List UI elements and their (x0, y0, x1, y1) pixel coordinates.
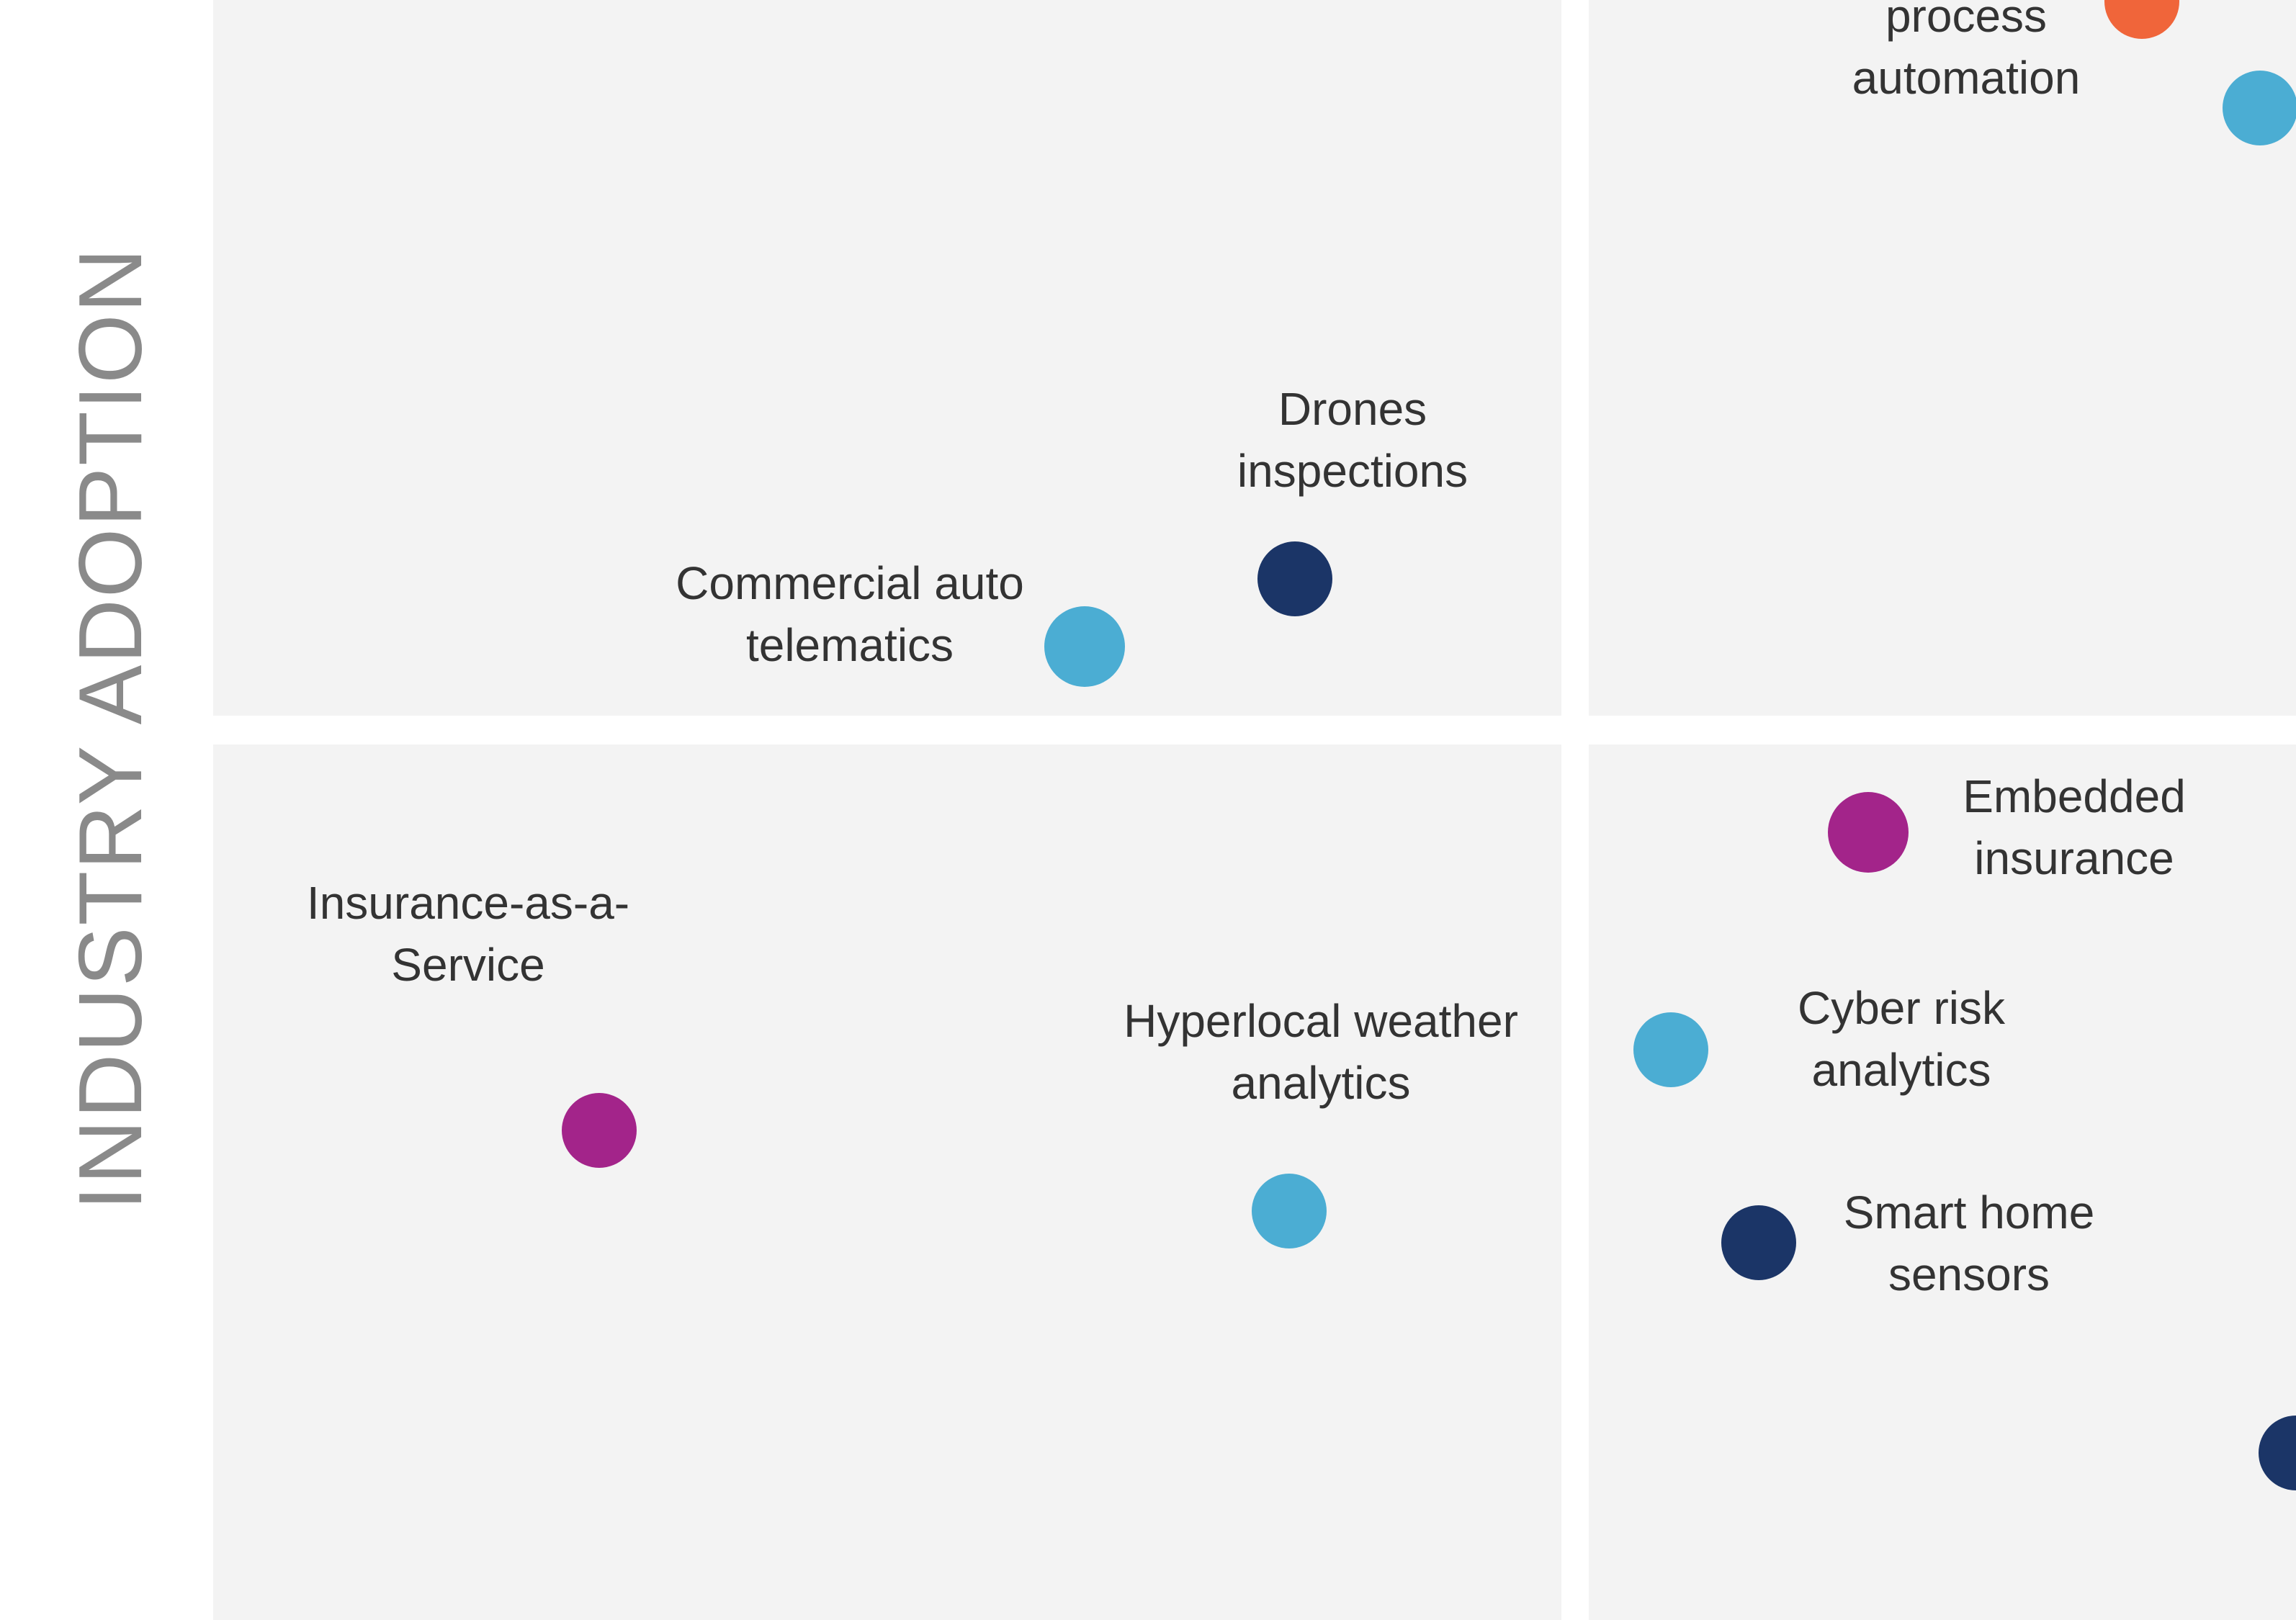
data-point-marker (2223, 71, 2296, 145)
quadrant-top-left (213, 0, 1561, 716)
data-point (2223, 71, 2296, 145)
data-point-label-line: Embedded (1963, 770, 2186, 822)
data-point: Drones inspections (1237, 383, 1468, 616)
data-point (2259, 1416, 2296, 1490)
data-point-label: Insurance-as-a- Service (307, 877, 629, 991)
data-point-label-line: telematics (746, 619, 954, 671)
data-point-label-line: Commercial auto (676, 557, 1024, 609)
data-point-label-line: analytics (1812, 1044, 1991, 1096)
data-point-marker (2259, 1416, 2296, 1490)
data-point: Insurance-as-a- Service (307, 877, 637, 1168)
data-points: process automation Drones inspections Commer… (307, 0, 2296, 1490)
data-point-label-line: analytics (1232, 1057, 1411, 1109)
data-point-label: Hyperlocal weather analytics (1124, 995, 1518, 1109)
data-point: Commercial auto telematics (676, 557, 1125, 687)
data-point-label: Drones inspections (1237, 383, 1468, 497)
data-point-label: Commercial auto telematics (676, 557, 1024, 671)
data-point: Hyperlocal weather analytics (1124, 995, 1518, 1248)
data-point-label-line: insurance (1974, 832, 2174, 884)
data-point-label-line: Smart home (1844, 1187, 2095, 1238)
data-point: Embedded insurance (1828, 770, 2186, 884)
data-point-marker (1721, 1205, 1796, 1280)
data-point-label-line: inspections (1237, 445, 1468, 497)
data-point-marker (1828, 792, 1909, 873)
data-point: Smart home sensors (1721, 1187, 2094, 1300)
data-point-label-line: automation (1852, 52, 2081, 104)
data-point-label-line: Cyber risk (1798, 982, 2006, 1034)
data-point-label: Embedded insurance (1963, 770, 2186, 884)
data-point-label: process automation (1852, 0, 2081, 104)
data-point-marker (1633, 1012, 1708, 1087)
data-point-marker (1044, 606, 1125, 687)
quadrant-bottom-left (213, 744, 1561, 1620)
data-point-marker (562, 1093, 637, 1168)
data-point-marker (2104, 0, 2179, 39)
data-point-label-line: sensors (1888, 1248, 2050, 1300)
data-point-label-line: Drones (1278, 383, 1427, 435)
data-point-label-line: Service (391, 939, 544, 991)
data-point-label-line: Insurance-as-a- (307, 877, 629, 929)
quadrant-top-right (1589, 0, 2296, 716)
quadrant-bottom-right (1589, 744, 2296, 1620)
data-point: Cyber risk analytics (1633, 982, 2006, 1096)
data-point-label: Smart home sensors (1844, 1187, 2095, 1300)
y-axis-label: INDUSTRY ADOPTION (61, 247, 161, 1211)
data-point-label-line: process (1885, 0, 2047, 42)
data-point: process automation (1852, 0, 2179, 104)
data-point-marker (1252, 1174, 1327, 1248)
data-point-marker (1257, 541, 1332, 616)
data-point-label: Cyber risk analytics (1798, 982, 2006, 1096)
data-point-label-line: Hyperlocal weather (1124, 995, 1518, 1047)
